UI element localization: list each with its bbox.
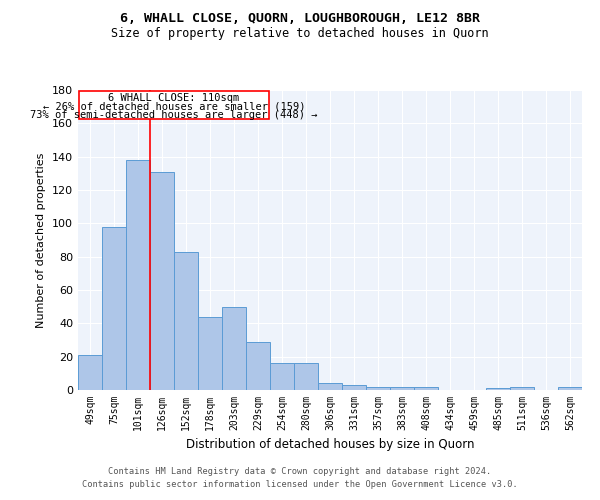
Bar	[558, 386, 582, 390]
Bar	[342, 385, 366, 390]
Bar	[102, 226, 126, 390]
Text: Size of property relative to detached houses in Quorn: Size of property relative to detached ho…	[111, 28, 489, 40]
Bar	[174, 252, 198, 390]
Text: 6 WHALL CLOSE: 110sqm: 6 WHALL CLOSE: 110sqm	[109, 94, 239, 104]
Bar	[78, 355, 102, 390]
Y-axis label: Number of detached properties: Number of detached properties	[37, 152, 46, 328]
Bar	[366, 386, 390, 390]
Bar	[318, 384, 342, 390]
FancyBboxPatch shape	[79, 91, 269, 119]
Bar	[294, 364, 318, 390]
Bar	[222, 306, 246, 390]
Bar	[510, 386, 534, 390]
Bar	[198, 316, 222, 390]
Bar	[414, 386, 438, 390]
Bar	[270, 364, 294, 390]
Text: Contains HM Land Registry data © Crown copyright and database right 2024.: Contains HM Land Registry data © Crown c…	[109, 467, 491, 476]
Bar	[150, 172, 174, 390]
Text: Contains public sector information licensed under the Open Government Licence v3: Contains public sector information licen…	[82, 480, 518, 489]
Text: 73% of semi-detached houses are larger (448) →: 73% of semi-detached houses are larger (…	[30, 110, 318, 120]
Bar	[126, 160, 150, 390]
X-axis label: Distribution of detached houses by size in Quorn: Distribution of detached houses by size …	[186, 438, 474, 452]
Text: ← 26% of detached houses are smaller (159): ← 26% of detached houses are smaller (15…	[43, 102, 305, 112]
Bar	[246, 342, 270, 390]
Text: 6, WHALL CLOSE, QUORN, LOUGHBOROUGH, LE12 8BR: 6, WHALL CLOSE, QUORN, LOUGHBOROUGH, LE1…	[120, 12, 480, 26]
Bar	[486, 388, 510, 390]
Bar	[390, 386, 414, 390]
